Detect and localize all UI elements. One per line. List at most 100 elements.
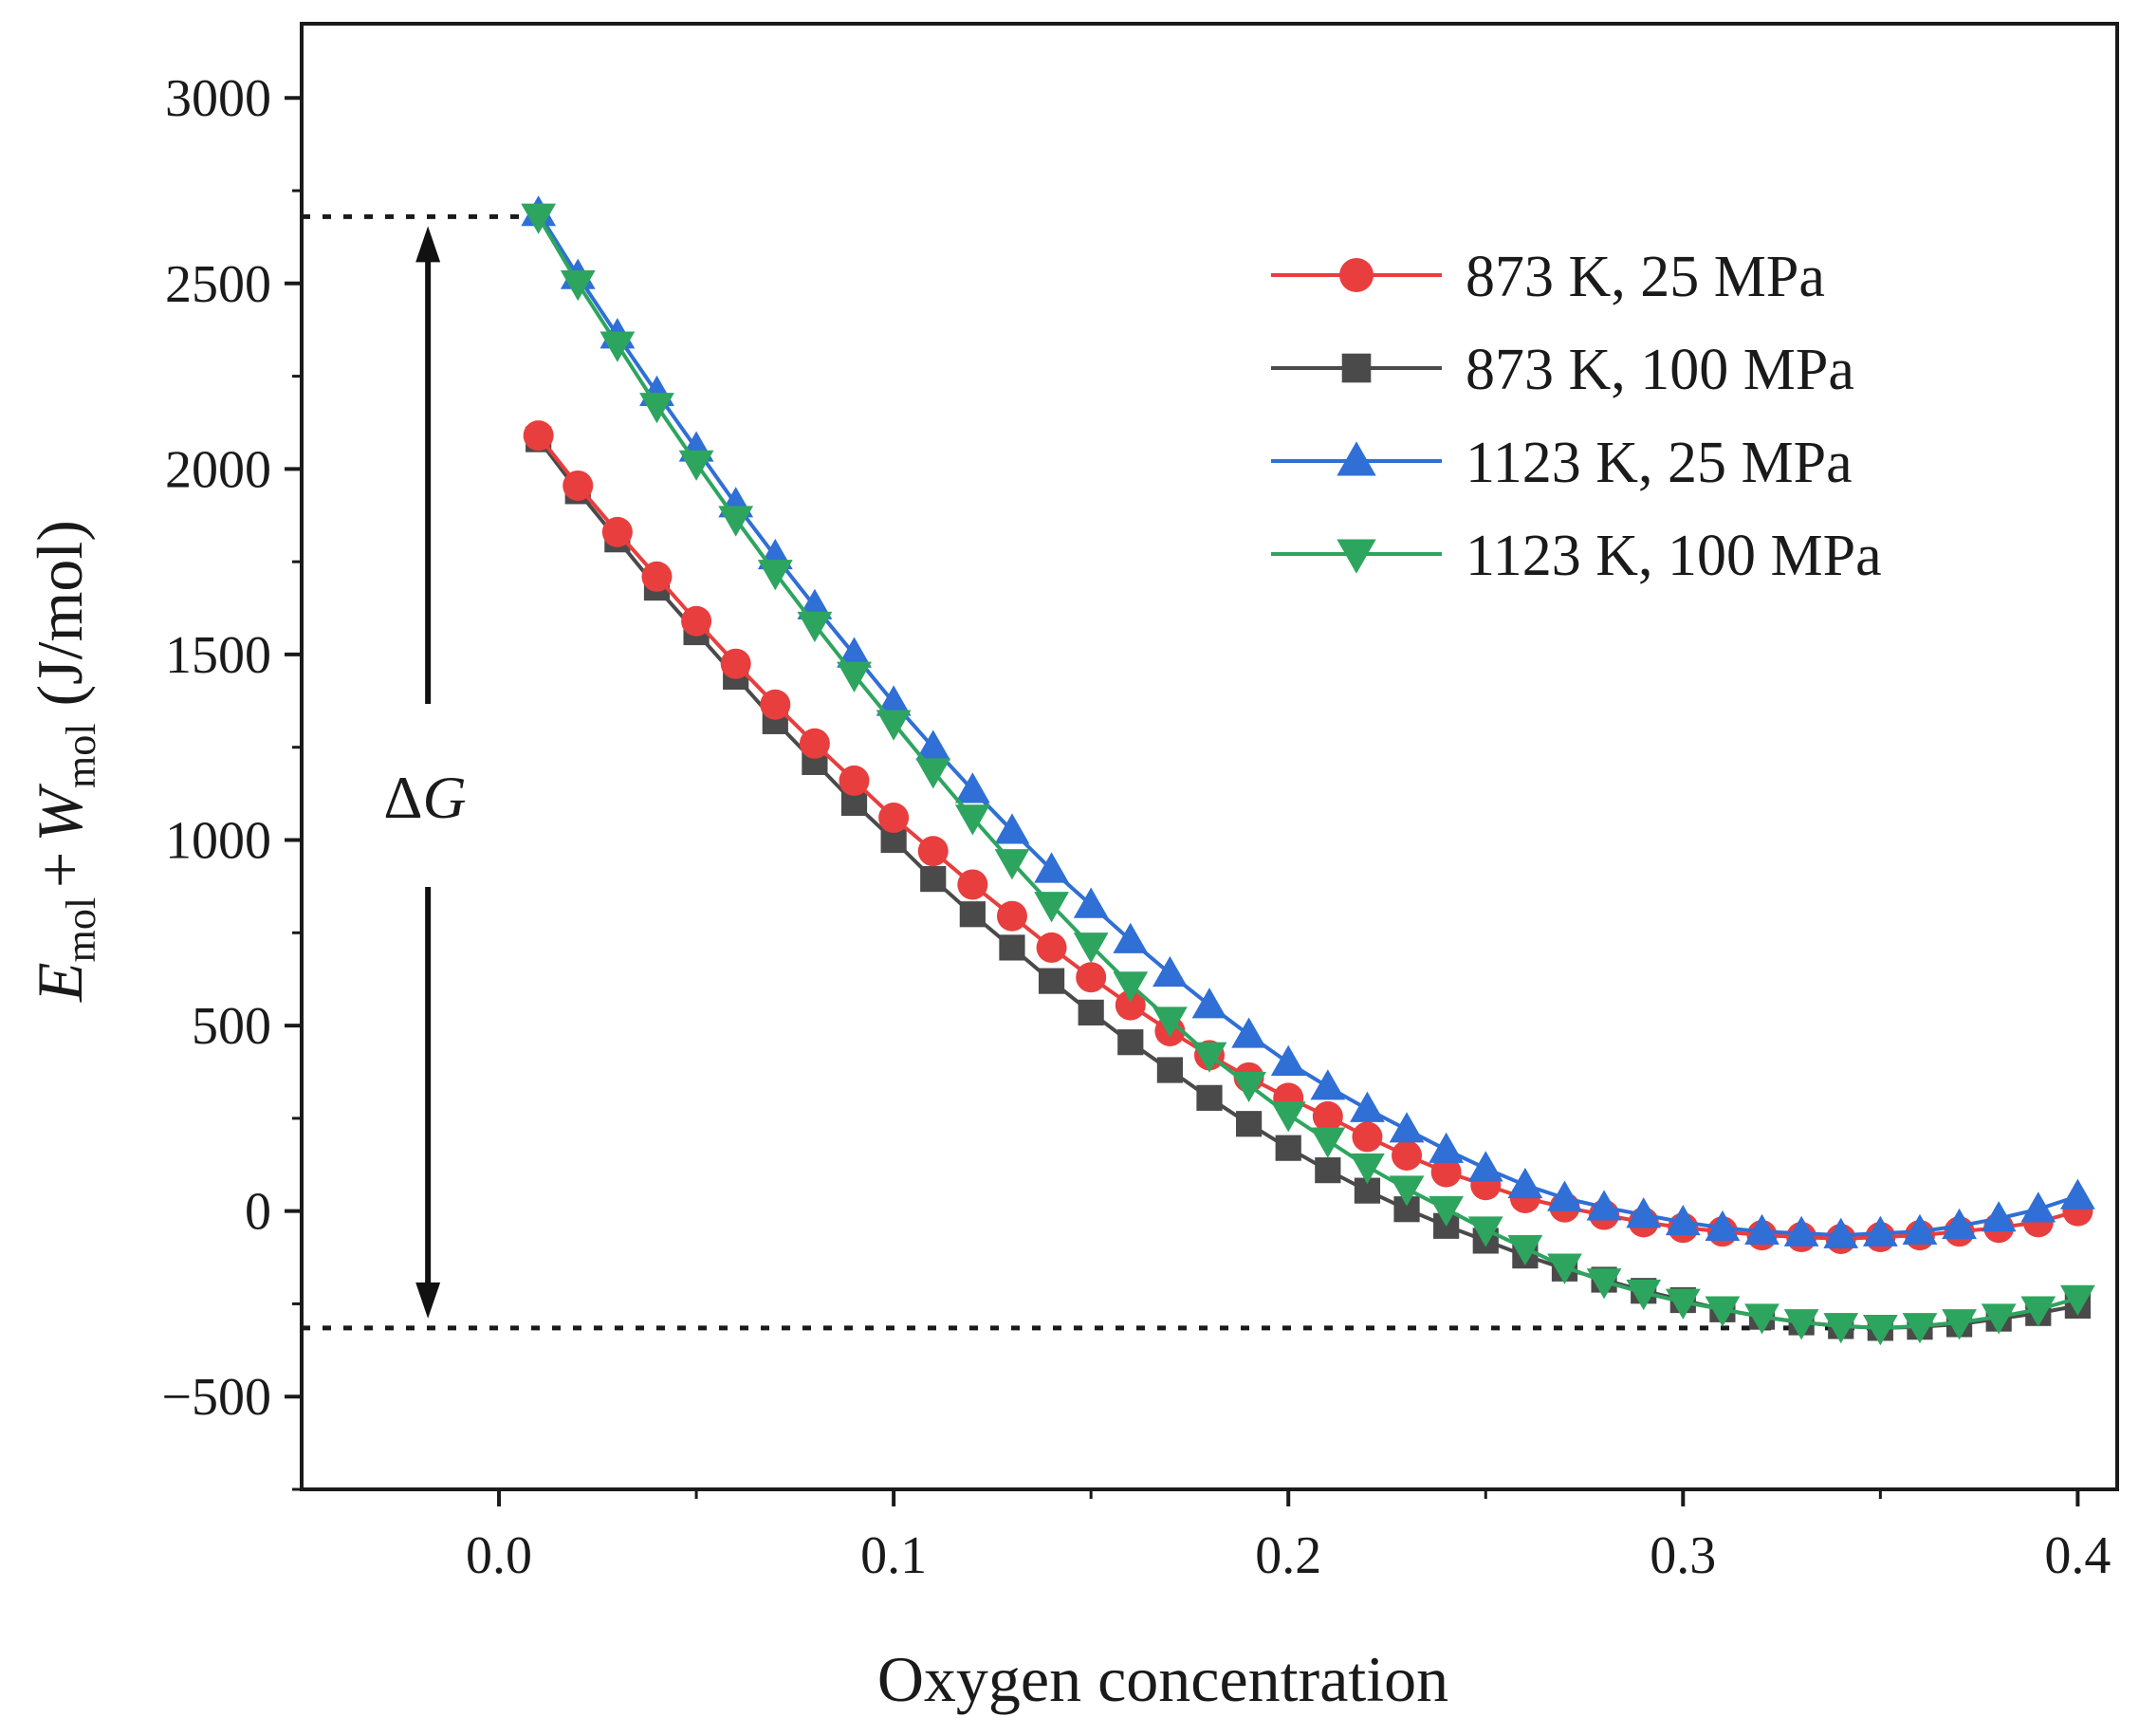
data-point: [1275, 1135, 1301, 1161]
plot-border: [300, 22, 2119, 1491]
plot-frame: [300, 22, 2119, 1491]
data-point: [639, 393, 674, 424]
x-tick-label: 0.2: [1255, 1526, 1321, 1585]
svg-text:Emol+Wmol(J/mol): Emol + Wmol (J/mol): [24, 520, 104, 1003]
data-point: [996, 900, 1027, 932]
delta-g-annotation: [302, 213, 1881, 1331]
series-line: [536, 215, 2078, 1330]
data-point: [521, 203, 557, 234]
y-axis: −500 0 500 1000 1500 2000 2500 3000: [161, 69, 302, 1491]
data-point: [1586, 1190, 1622, 1221]
data-point: [1312, 1100, 1343, 1132]
data-point: [1467, 1151, 1503, 1182]
legend-marker: [1337, 441, 1376, 476]
data-point: [915, 758, 951, 789]
y-tick-label: 1500: [165, 626, 271, 685]
data-point: [1389, 1112, 1425, 1143]
data-point: [1073, 887, 1109, 918]
data-point: [1507, 1234, 1543, 1266]
data-point: [920, 865, 947, 893]
data-point: [1036, 932, 1067, 963]
data-point: [837, 637, 872, 668]
data-point: [959, 901, 986, 928]
data-point: [1783, 1215, 1819, 1247]
series-3: [521, 203, 2095, 1346]
data-point: [876, 710, 912, 741]
data-point: [1547, 1180, 1582, 1211]
x-axis: 0.0 0.1 0.2 0.3 0.4: [466, 1489, 2111, 1585]
y-tick-label: 2000: [165, 440, 271, 499]
data-point: [681, 605, 712, 637]
data-point: [2059, 1178, 2095, 1210]
data-point: [994, 849, 1030, 880]
legend-label: 1123 K, 25 MPa: [1466, 431, 1853, 495]
y-tick-label: 1000: [165, 812, 271, 871]
x-tick-label: 0.1: [860, 1526, 927, 1585]
data-point: [1350, 1091, 1385, 1122]
data-point: [1236, 1111, 1263, 1137]
series-layer: [521, 195, 2095, 1346]
data-point: [718, 506, 754, 537]
data-point: [1665, 1204, 1701, 1236]
data-point: [1315, 1157, 1341, 1184]
data-point: [1823, 1313, 1859, 1344]
data-point: [599, 331, 636, 362]
x-tick-label: 0.3: [1650, 1526, 1716, 1585]
data-point: [1744, 1303, 1779, 1335]
series-line: [537, 434, 2078, 1242]
y-axis-title-sub2: mol: [58, 723, 104, 787]
x-axis-title: Oxygen concentration: [877, 1643, 1448, 1715]
legend: 873 K, 25 MPa 873 K, 100 MPa 1123 K, 25 MP…: [1271, 245, 1882, 588]
data-point: [1196, 1084, 1223, 1111]
data-point: [915, 729, 951, 761]
delta-g-label: ΔG: [383, 764, 466, 831]
y-axis-title-plus: +: [24, 852, 96, 888]
data-point: [720, 648, 751, 679]
data-point: [1038, 968, 1065, 994]
data-point: [1389, 1175, 1425, 1207]
data-point: [917, 836, 949, 867]
data-point: [641, 561, 673, 592]
data-point: [1073, 933, 1109, 964]
data-point: [1231, 1071, 1267, 1103]
data-point: [1942, 1309, 1977, 1340]
data-point: [1392, 1139, 1423, 1171]
data-point: [562, 470, 594, 501]
y-axis-title-sub1: mol: [58, 897, 104, 962]
data-point: [1862, 1315, 1898, 1346]
y-tick-label: 2500: [165, 255, 271, 314]
data-point: [1705, 1210, 1741, 1242]
data-point: [1270, 1044, 1306, 1076]
data-point: [1586, 1268, 1622, 1300]
data-point: [1191, 1042, 1227, 1073]
legend-label: 873 K, 100 MPa: [1466, 338, 1854, 402]
data-point: [1744, 1213, 1779, 1245]
y-tick-label: −500: [161, 1368, 271, 1427]
y-axis-title-e: E: [24, 962, 96, 1003]
data-point: [1270, 1101, 1306, 1133]
data-point: [1507, 1167, 1543, 1199]
legend-marker: [1339, 258, 1374, 292]
series-2: [521, 195, 2095, 1248]
series-line: [537, 212, 2079, 1238]
data-point: [1350, 1153, 1385, 1185]
data-point: [1862, 1215, 1898, 1247]
data-point: [954, 772, 990, 803]
data-point: [1902, 1313, 1938, 1344]
legend-label: 1123 K, 100 MPa: [1466, 524, 1882, 588]
data-point: [876, 685, 912, 716]
data-point: [601, 516, 633, 547]
data-point: [1078, 999, 1104, 1025]
data-point: [1034, 852, 1069, 883]
data-point: [1117, 1029, 1144, 1056]
data-point: [1113, 971, 1149, 1003]
data-point: [1076, 962, 1107, 993]
legend-label: 873 K, 25 MPa: [1466, 245, 1825, 309]
data-point: [1113, 922, 1149, 953]
delta-symbol: Δ: [383, 764, 422, 831]
delta-g-up-arrowhead: [415, 226, 441, 263]
data-point: [1231, 1017, 1267, 1048]
data-point: [994, 813, 1030, 844]
delta-g-down-arrowhead: [415, 1282, 441, 1319]
